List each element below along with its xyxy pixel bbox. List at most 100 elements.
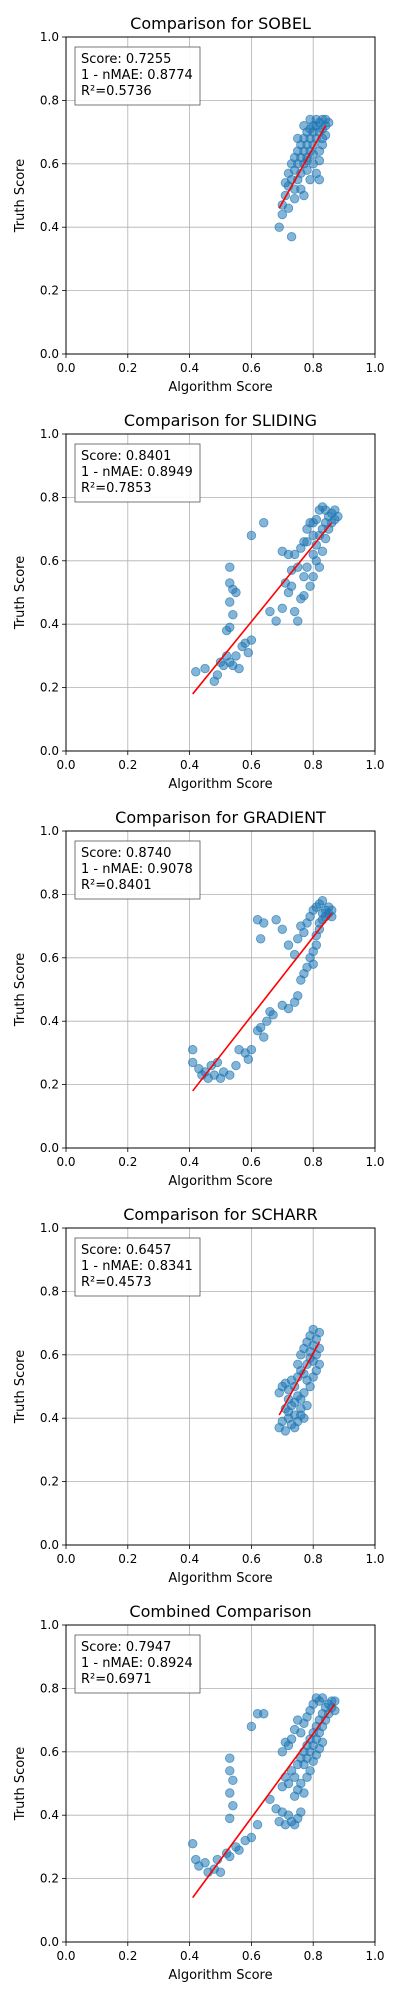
plot-frame	[65, 830, 376, 1149]
regression-line	[278, 1341, 321, 1416]
y-tick-label: 0.4	[40, 220, 59, 234]
data-point	[299, 1788, 309, 1798]
data-point	[286, 581, 297, 591]
x-tick-label: 0.2	[118, 1552, 137, 1566]
data-point	[283, 203, 294, 213]
stats-line: Score: 0.6457	[81, 1243, 171, 1258]
x-tick-label: 0.4	[180, 1552, 199, 1566]
data-point	[308, 1372, 318, 1382]
data-point	[277, 1747, 288, 1757]
x-tick-label: 0.2	[118, 1155, 137, 1169]
stats-box	[74, 46, 201, 106]
data-point	[308, 571, 318, 582]
x-tick-label: 0.4	[180, 1155, 199, 1169]
data-point	[320, 505, 331, 515]
data-point	[289, 1410, 300, 1420]
y-tick-label: 0.6	[40, 1745, 59, 1759]
x-tick-label: 0.6	[242, 1552, 261, 1566]
stats-line: 1 - nMAE: 0.8341	[81, 1259, 193, 1274]
x-tick-label: 0.6	[242, 361, 261, 375]
data-point	[268, 1010, 278, 1020]
y-tick-label: 0.8	[40, 887, 59, 901]
data-point	[283, 940, 294, 950]
y-tick-label: 0.6	[40, 554, 59, 568]
data-point	[228, 1800, 238, 1811]
data-point	[299, 571, 309, 582]
data-point	[293, 934, 303, 944]
data-point	[317, 546, 328, 556]
x-axis-label: Algorithm Score	[168, 1174, 272, 1189]
data-point	[293, 991, 303, 1001]
y-tick-label: 1.0	[40, 824, 59, 838]
y-tick-label: 0.2	[40, 681, 59, 695]
data-point	[277, 603, 288, 614]
data-point	[283, 1003, 294, 1014]
data-point	[200, 663, 210, 674]
stats-box	[74, 1634, 201, 1694]
data-point	[274, 222, 284, 232]
x-tick-label: 0.4	[180, 1949, 199, 1963]
stats-line: Score: 0.8740	[81, 846, 171, 861]
data-point	[255, 934, 266, 944]
y-axis-label: Truth Score	[13, 556, 28, 631]
stats-line: R²=0.7853	[81, 481, 152, 496]
y-tick-label: 0.6	[40, 1348, 59, 1362]
x-tick-label: 0.4	[180, 758, 199, 772]
data-point	[308, 530, 318, 541]
stats-line: R²=0.6971	[81, 1672, 152, 1687]
data-point	[302, 165, 312, 175]
x-tick-label: 0.0	[56, 1949, 75, 1963]
y-tick-label: 0.4	[40, 1411, 59, 1425]
x-tick-label: 1.0	[365, 1552, 384, 1566]
chart-panel-3: Comparison for SCHARR 0.0 0.2 0.4 0.6 0.8 1.0 0…	[13, 1205, 385, 1586]
x-tick-label: 0.0	[56, 361, 75, 375]
data-point	[286, 565, 297, 576]
data-point	[293, 616, 303, 626]
y-axis-label: Truth Score	[13, 953, 28, 1028]
x-tick-label: 0.8	[304, 758, 323, 772]
y-tick-label: 0.0	[40, 1935, 59, 1949]
data-point	[317, 896, 328, 906]
data-point	[225, 1766, 235, 1776]
y-tick-label: 0.8	[40, 93, 59, 107]
y-tick-label: 0.8	[40, 1284, 59, 1298]
data-point	[314, 155, 325, 166]
x-tick-label: 0.4	[180, 361, 199, 375]
y-tick-label: 0.4	[40, 1808, 59, 1822]
data-point	[289, 606, 300, 617]
data-point	[320, 533, 331, 544]
x-axis-label: Algorithm Score	[168, 380, 272, 395]
stats-line: 1 - nMAE: 0.9078	[81, 862, 193, 877]
stats-line: Score: 0.7255	[81, 52, 171, 67]
y-axis-label: Truth Score	[13, 1350, 28, 1425]
stats-line: Score: 0.8401	[81, 449, 171, 464]
x-tick-label: 0.6	[242, 1949, 261, 1963]
data-point	[277, 546, 288, 556]
data-point	[234, 663, 244, 674]
x-tick-label: 0.8	[304, 361, 323, 375]
data-point	[225, 1788, 235, 1798]
chart-panel-1: Comparison for SLIDING 0.0 0.2 0.4 0.6 0.8 1.0…	[13, 411, 385, 792]
y-tick-label: 0.6	[40, 951, 59, 965]
data-point	[191, 667, 201, 677]
data-point	[246, 1045, 257, 1055]
data-point	[246, 635, 257, 645]
data-point	[302, 537, 312, 547]
data-point	[330, 1696, 340, 1706]
data-point	[259, 518, 269, 528]
y-tick-label: 0.2	[40, 1078, 59, 1092]
data-point	[280, 1737, 291, 1747]
stats-line: R²=0.4573	[81, 1275, 152, 1290]
stats-box	[74, 1237, 201, 1297]
data-point	[277, 209, 288, 220]
data-point	[317, 1693, 328, 1703]
data-point	[299, 190, 309, 201]
data-point	[327, 911, 337, 922]
data-point	[225, 562, 235, 572]
chart-panel-0: Comparison for SOBEL 0.0 0.2 0.4 0.6 0.8 1.0 0.…	[13, 14, 385, 395]
y-tick-label: 0.2	[40, 284, 59, 298]
data-point	[225, 578, 235, 588]
data-point	[305, 1381, 315, 1392]
data-point	[252, 1820, 263, 1830]
